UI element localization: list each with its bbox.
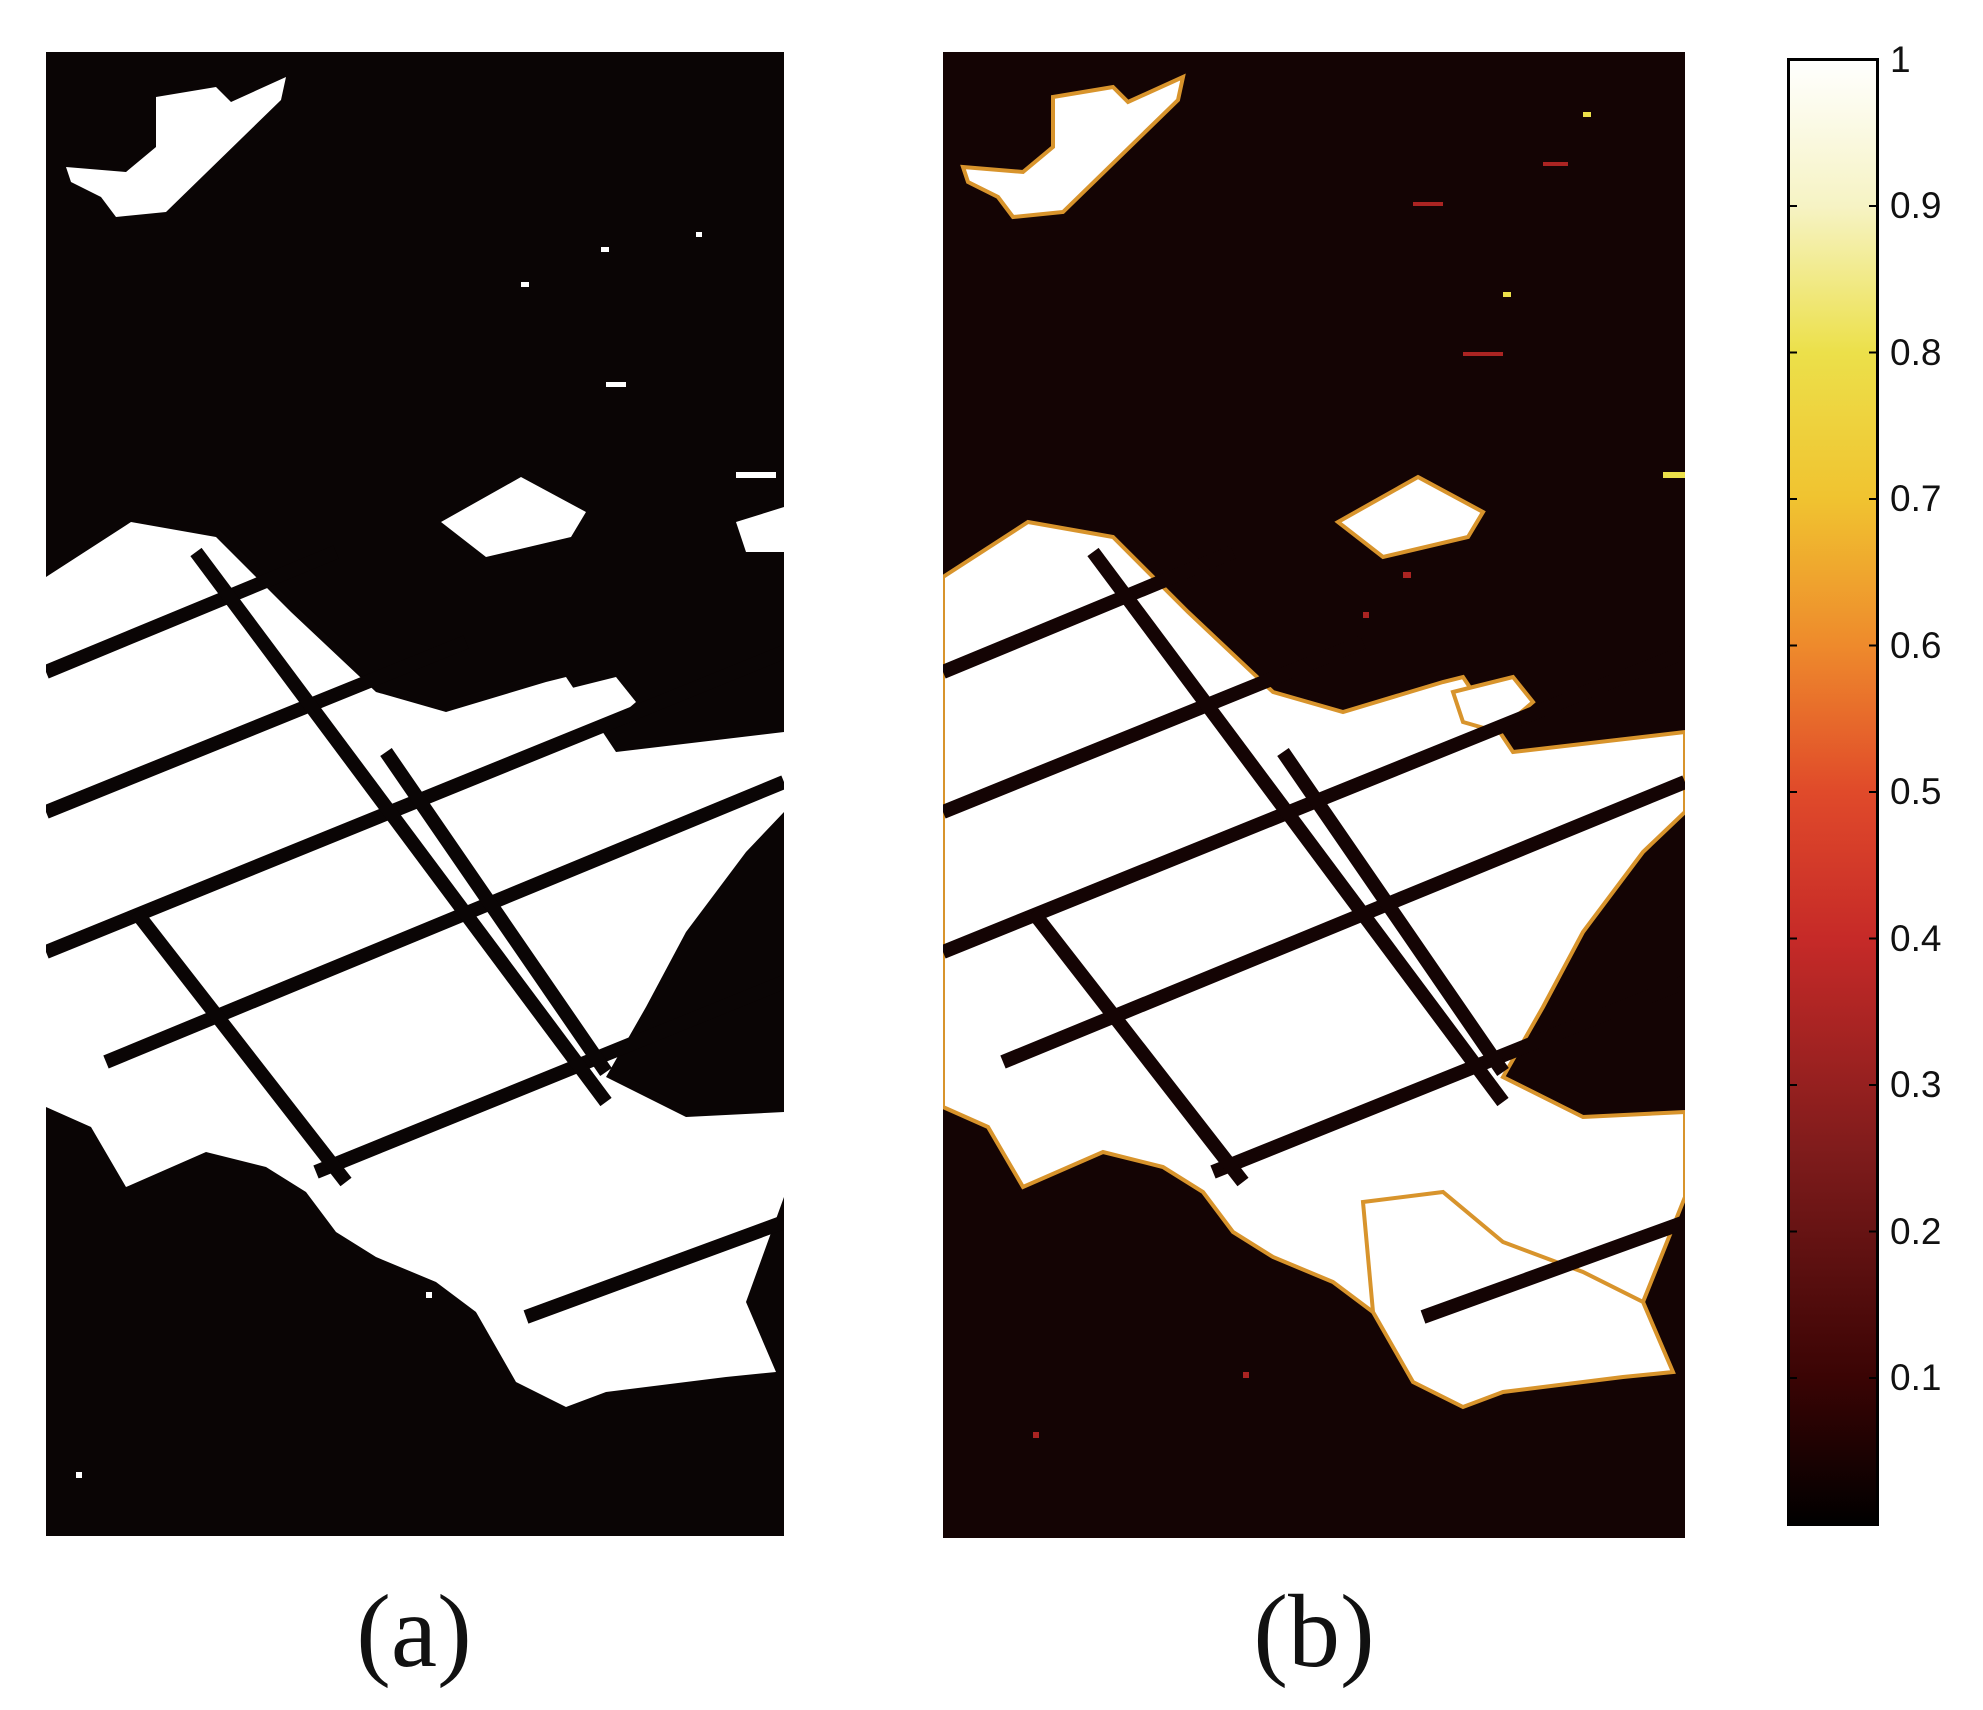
colorbar-tick-label: 0.8 [1890, 331, 1942, 373]
colorbar [1787, 58, 1879, 1526]
colorbar-tick-label: 0.3 [1890, 1064, 1942, 1105]
caption-a: (a) [356, 1574, 472, 1689]
colorbar-tick-label: 0.1 [1890, 1357, 1942, 1398]
colorbar-tick-label: 0.5 [1890, 771, 1942, 812]
colorbar-tick-label: 1 [1890, 38, 1911, 80]
colorbar-tick-label: 0.6 [1890, 624, 1942, 666]
probability-map-image [943, 52, 1685, 1538]
colorbar-tick-labels: 0.1 0.2 0.3 0.4 0.5 0.6 0.7 0.8 0.9 1 [1890, 0, 1980, 1710]
caption-b: (b) [1253, 1574, 1375, 1689]
colorbar-tick-label: 0.4 [1890, 917, 1942, 959]
colorbar-tick-label: 0.7 [1890, 478, 1942, 519]
binary-map-panel [46, 52, 784, 1536]
binary-map-image [46, 52, 784, 1536]
probability-map-panel [943, 52, 1685, 1538]
colorbar-tick-label: 0.9 [1890, 185, 1942, 226]
colorbar-tick-label: 0.2 [1890, 1210, 1942, 1252]
